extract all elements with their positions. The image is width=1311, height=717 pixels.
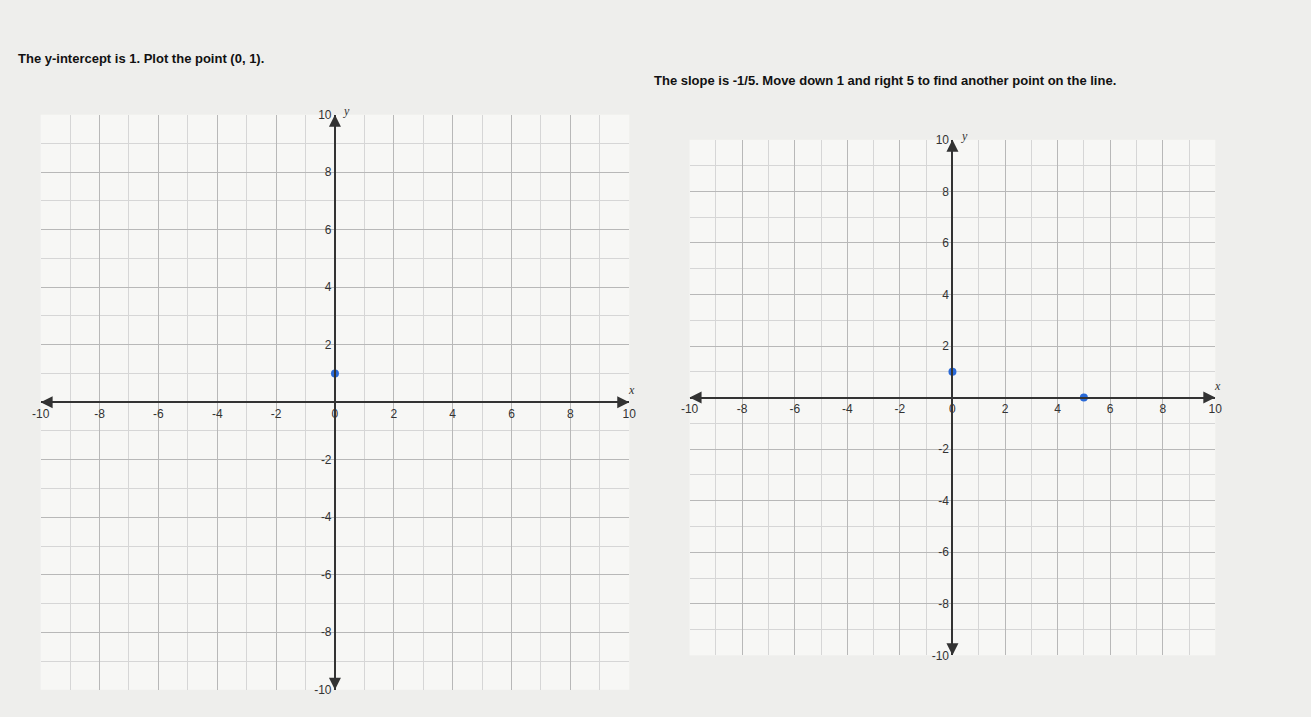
svg-text:4: 4 [1054, 402, 1061, 416]
svg-text:y: y [343, 104, 350, 118]
svg-text:x: x [1214, 379, 1221, 393]
svg-text:y: y [961, 129, 968, 143]
svg-text:-6: -6 [938, 545, 949, 559]
svg-text:-8: -8 [94, 407, 105, 421]
svg-text:4: 4 [449, 407, 456, 421]
svg-text:10: 10 [318, 108, 332, 122]
svg-text:6: 6 [508, 407, 515, 421]
svg-text:-2: -2 [895, 402, 906, 416]
svg-text:2: 2 [325, 338, 332, 352]
svg-text:8: 8 [325, 165, 332, 179]
svg-text:The y-intercept is 1. Plot the: The y-intercept is 1. Plot the point (0,… [18, 51, 264, 66]
svg-text:-4: -4 [321, 510, 332, 524]
svg-text:2: 2 [942, 339, 949, 353]
svg-text:-6: -6 [789, 402, 800, 416]
svg-text:2: 2 [390, 407, 397, 421]
svg-text:4: 4 [325, 280, 332, 294]
svg-text:10: 10 [1209, 402, 1223, 416]
svg-text:x: x [628, 383, 635, 397]
svg-text:-4: -4 [212, 407, 223, 421]
svg-text:8: 8 [567, 407, 574, 421]
svg-text:-2: -2 [938, 442, 949, 456]
svg-text:-10: -10 [314, 683, 332, 697]
svg-text:8: 8 [942, 185, 949, 199]
svg-text:0: 0 [949, 402, 956, 416]
svg-text:0: 0 [332, 407, 339, 421]
svg-text:-2: -2 [321, 453, 332, 467]
svg-text:-2: -2 [271, 407, 282, 421]
svg-text:10: 10 [936, 133, 950, 147]
svg-text:8: 8 [1159, 402, 1166, 416]
svg-text:6: 6 [325, 223, 332, 237]
svg-text:2: 2 [1002, 402, 1009, 416]
svg-text:The slope is -1/5. Move down 1: The slope is -1/5. Move down 1 and right… [654, 73, 1116, 88]
svg-text:-8: -8 [938, 597, 949, 611]
svg-text:10: 10 [623, 407, 637, 421]
svg-text:-8: -8 [737, 402, 748, 416]
svg-text:-6: -6 [321, 568, 332, 582]
svg-text:-10: -10 [32, 407, 50, 421]
svg-text:6: 6 [1107, 402, 1114, 416]
svg-text:-4: -4 [842, 402, 853, 416]
svg-text:-6: -6 [153, 407, 164, 421]
svg-text:-8: -8 [321, 625, 332, 639]
svg-text:4: 4 [942, 288, 949, 302]
svg-text:-10: -10 [681, 402, 699, 416]
svg-text:-4: -4 [938, 494, 949, 508]
svg-text:-10: -10 [932, 649, 950, 663]
svg-text:6: 6 [942, 236, 949, 250]
